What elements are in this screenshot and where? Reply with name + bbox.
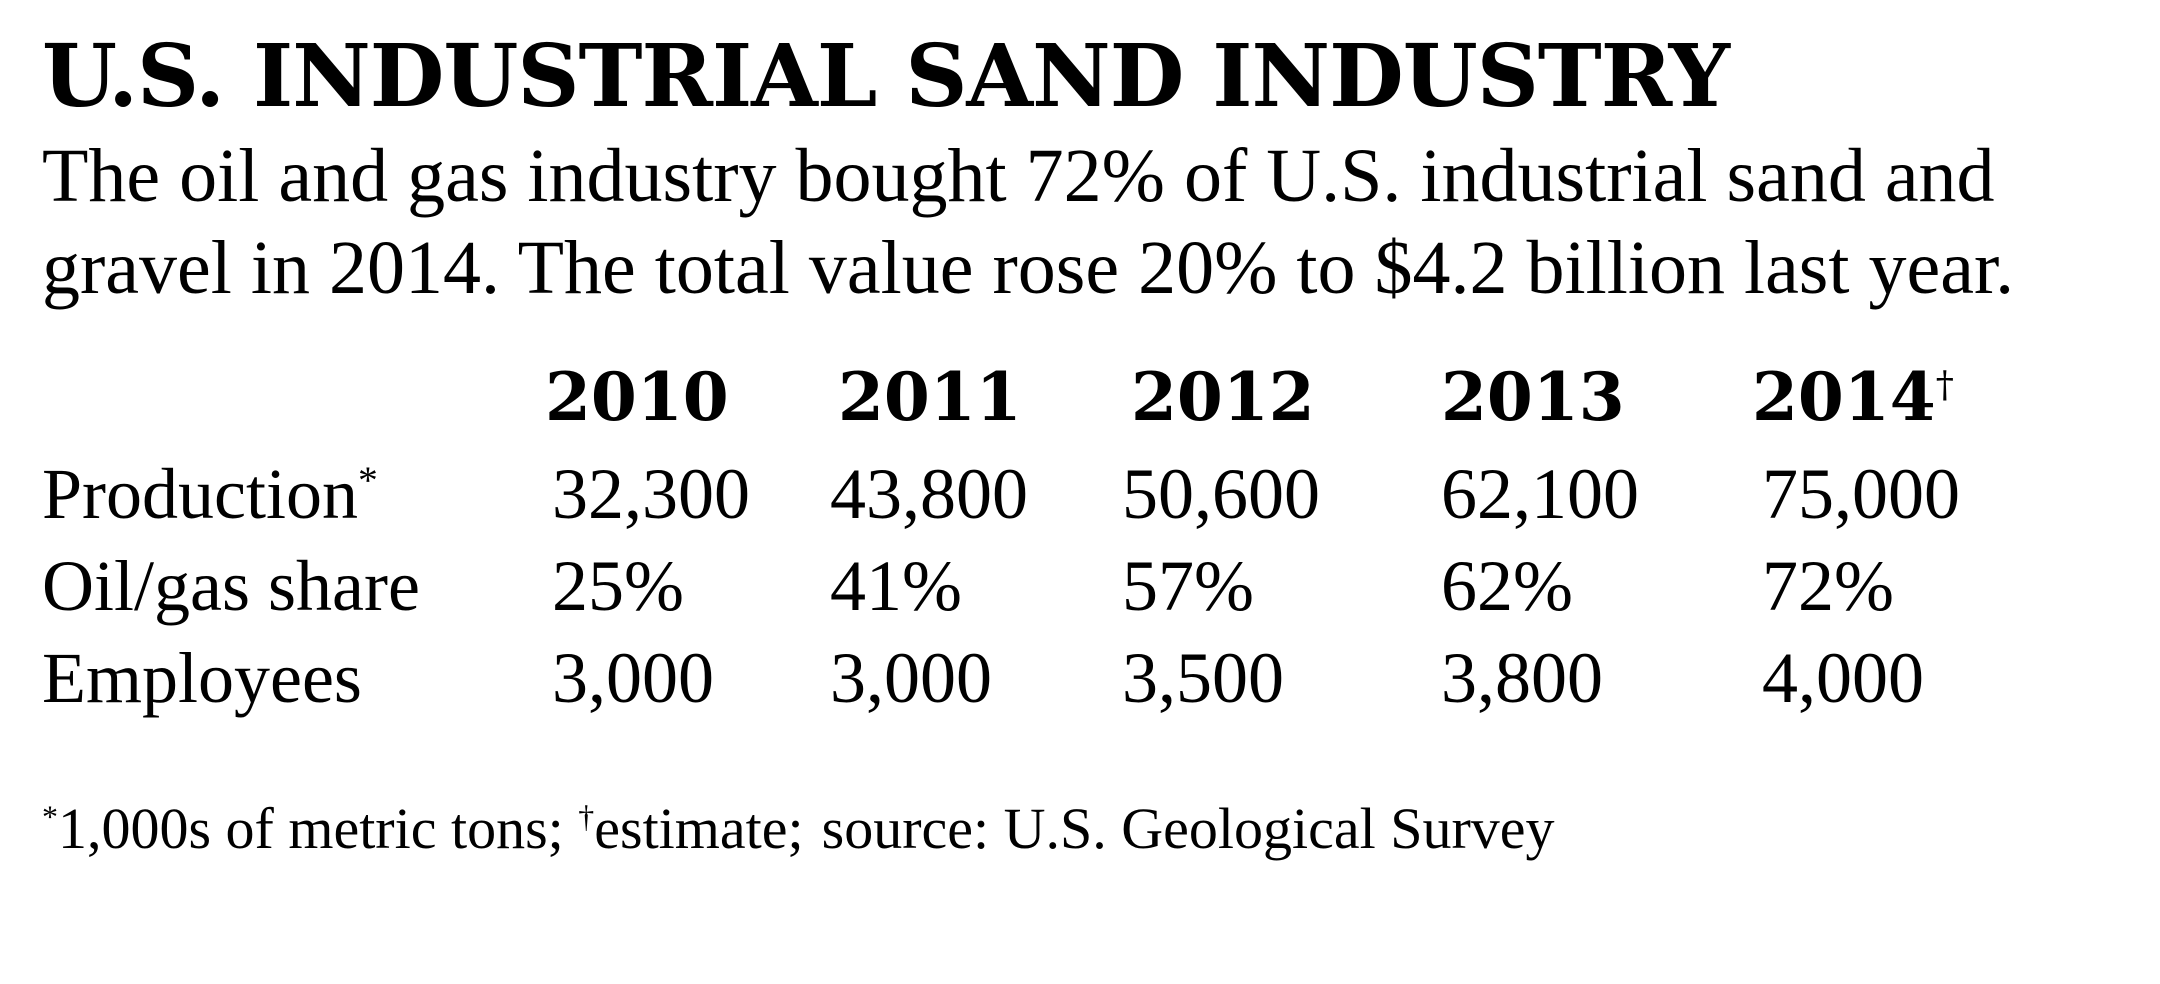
subtitle-line: The oil and gas industry bought 72% of U… — [42, 134, 1995, 218]
table-cell: 3,000 — [830, 638, 992, 718]
column-header-2014: 2014† — [1752, 364, 1954, 430]
footnote-units: 1,000s of metric tons; — [57, 796, 564, 861]
table-cell: 4,000 — [1762, 638, 1924, 718]
column-header-2013: 2013 — [1441, 364, 1625, 430]
row-label-text: Employees — [42, 638, 362, 718]
table-cell: 57% — [1122, 546, 1254, 626]
column-header-2012: 2012 — [1131, 364, 1315, 430]
subtitle-line: gravel in 2014. The total value rose 20%… — [42, 226, 2015, 310]
asterisk-mark: * — [357, 458, 378, 502]
column-header-2010: 2010 — [545, 364, 729, 430]
footnote-source: source: U.S. Geological Survey — [821, 796, 1555, 861]
table-cell: 41% — [830, 546, 962, 626]
table-cell: 62% — [1441, 546, 1573, 626]
table-cell: 43,800 — [830, 454, 1028, 534]
dagger-mark: † — [1935, 363, 1954, 406]
column-header-label: 2013 — [1441, 358, 1625, 436]
asterisk-mark: * — [42, 799, 58, 835]
table-cell: 3,800 — [1441, 638, 1603, 718]
row-label-employees: Employees — [42, 642, 362, 714]
footnote-estimate: estimate; — [594, 796, 804, 861]
chart-title: U.S. INDUSTRIAL SAND INDUSTRY — [42, 26, 1730, 127]
table-cell: 62,100 — [1441, 454, 1639, 534]
row-label-text: Oil/gas share — [42, 546, 420, 626]
column-header-2011: 2011 — [838, 364, 1022, 430]
table-cell: 75,000 — [1762, 454, 1960, 534]
table-cell: 32,300 — [552, 454, 750, 534]
footnote: *1,000s of metric tons; †estimate; source… — [42, 800, 1555, 858]
dagger-mark: † — [578, 799, 595, 835]
table-cell: 3,000 — [552, 638, 714, 718]
table-cell: 50,600 — [1122, 454, 1320, 534]
table-cell: 3,500 — [1122, 638, 1284, 718]
row-label-oil-gas-share: Oil/gas share — [42, 550, 420, 622]
row-label-text: Production — [42, 454, 358, 534]
column-header-label: 2014 — [1752, 358, 1936, 436]
column-header-label: 2010 — [545, 358, 729, 436]
chart-subtitle: The oil and gas industry bought 72% of U… — [42, 130, 2152, 314]
column-header-label: 2011 — [838, 358, 1022, 436]
row-label-production: Production* — [42, 458, 378, 530]
column-header-label: 2012 — [1131, 358, 1315, 436]
table-cell: 72% — [1762, 546, 1894, 626]
table-cell: 25% — [552, 546, 684, 626]
